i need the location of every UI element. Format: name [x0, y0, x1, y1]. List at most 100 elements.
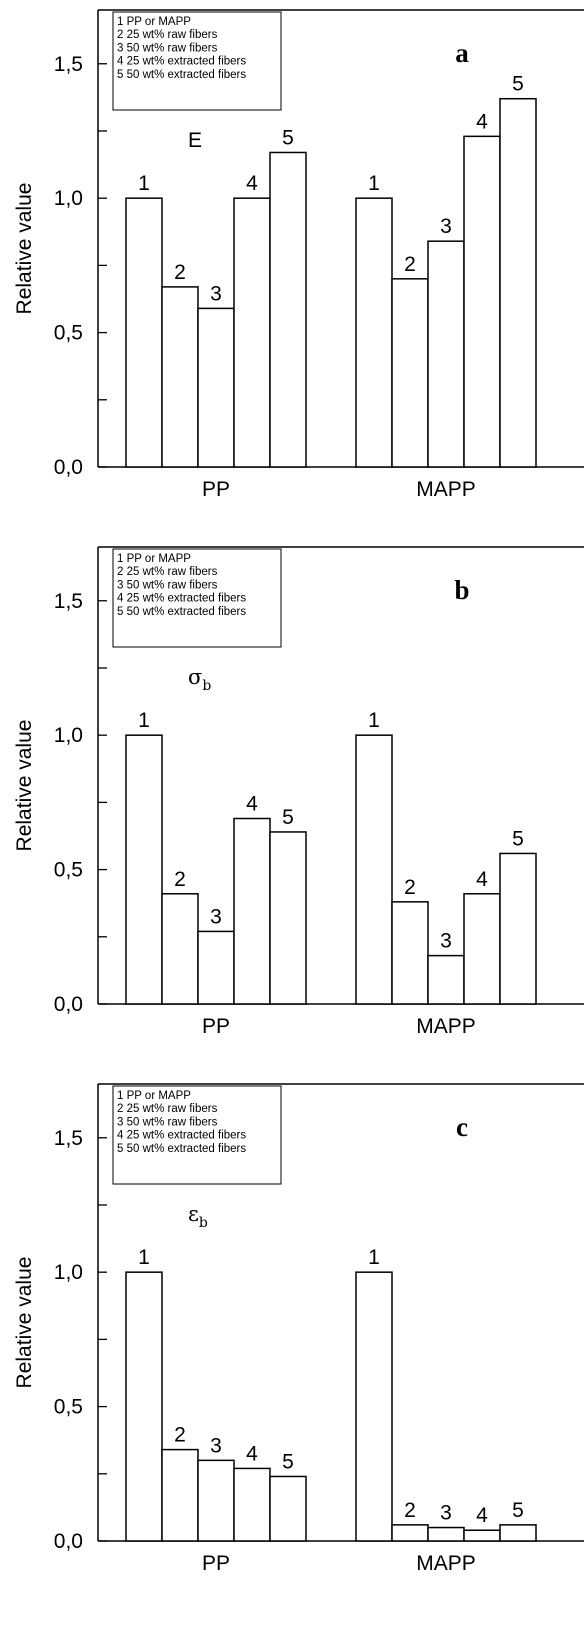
- bar: [463, 135, 501, 468]
- bar-label: 4: [246, 172, 258, 195]
- bar: [269, 1475, 307, 1542]
- bar: [463, 1529, 501, 1542]
- legend-entry: 5 50 wt% extracted fibers: [117, 1143, 246, 1155]
- y-tick-label: 1,5: [54, 1127, 83, 1150]
- bar: [125, 197, 163, 468]
- bar-label: 1: [138, 172, 150, 195]
- x-category-label: MAPP: [416, 478, 476, 501]
- bar-label: 3: [210, 282, 222, 305]
- bar: [269, 151, 307, 468]
- bar-label: 2: [404, 253, 416, 276]
- y-tick-label: 0,0: [54, 456, 83, 479]
- legend-entry: 1 PP or MAPP: [117, 553, 191, 565]
- legend-entry: 1 PP or MAPP: [117, 1090, 191, 1102]
- y-tick-label: 0,0: [54, 993, 83, 1016]
- bar-label: 2: [404, 876, 416, 899]
- bar: [161, 1448, 199, 1542]
- chart-panel-a: 0,0 0,5 1,0 1,5 Relative value PP MAPP 1 2 3 4 5 1 2 3…: [13, 9, 584, 501]
- legend-entry: 5 50 wt% extracted fibers: [117, 69, 246, 81]
- bar: [427, 954, 465, 1005]
- property-symbol: εb: [188, 1202, 208, 1231]
- legend-entry: 1 PP or MAPP: [117, 16, 191, 28]
- y-tick-label: 1,0: [54, 1261, 83, 1284]
- bar-label: 5: [512, 827, 524, 850]
- y-tick-label: 1,5: [54, 590, 83, 613]
- bar-label: 4: [246, 1442, 258, 1465]
- legend-entry: 4 25 wt% extracted fibers: [117, 1130, 246, 1142]
- bar-label: 3: [210, 905, 222, 928]
- bar-label: 4: [476, 110, 488, 133]
- y-axis-title: Relative value: [13, 720, 36, 852]
- bar-label: 2: [174, 868, 186, 891]
- bar: [233, 197, 271, 468]
- bar: [355, 1271, 393, 1542]
- bar: [391, 278, 429, 468]
- legend-box: [112, 548, 282, 648]
- y-tick-label: 1,0: [54, 724, 83, 747]
- legend-box: [112, 1085, 282, 1185]
- property-subscript: b: [199, 1215, 208, 1231]
- x-category-label: PP: [202, 1552, 230, 1575]
- bar: [355, 197, 393, 468]
- bar-label: 3: [210, 1434, 222, 1457]
- bar-label: 4: [476, 868, 488, 891]
- y-tick-label: 1,0: [54, 187, 83, 210]
- x-category-label: PP: [202, 478, 230, 501]
- chart-panel-c: 0,0 0,5 1,0 1,5 Relative value PP MAPP 1 2 3 4 5 1 2 3…: [13, 1083, 584, 1575]
- bar: [197, 307, 235, 468]
- y-axis-title: Relative value: [13, 1257, 36, 1389]
- bar: [125, 1271, 163, 1542]
- legend-entry: 2 25 wt% raw fibers: [117, 1103, 218, 1115]
- bar-label: 4: [476, 1504, 488, 1527]
- y-tick-label: 0,5: [54, 1396, 83, 1419]
- bar-label: 1: [138, 709, 150, 732]
- bar: [499, 852, 537, 1005]
- x-category-label: MAPP: [416, 1015, 476, 1038]
- panel-letter: b: [454, 575, 469, 605]
- x-category-label: PP: [202, 1015, 230, 1038]
- y-axis-title: Relative value: [13, 183, 36, 315]
- y-tick-label: 0,5: [54, 859, 83, 882]
- bar: [463, 893, 501, 1005]
- x-category-label: MAPP: [416, 1552, 476, 1575]
- panel-letter: c: [456, 1112, 468, 1142]
- bar: [233, 817, 271, 1005]
- property-symbol: E: [188, 129, 202, 152]
- legend-entry: 3 50 wt% raw fibers: [117, 42, 218, 54]
- bar-label: 1: [368, 172, 380, 195]
- bar-label: 2: [174, 261, 186, 284]
- bar-label: 5: [282, 126, 294, 149]
- bar: [391, 1524, 429, 1542]
- legend-box: [112, 11, 282, 111]
- bar-label: 1: [138, 1246, 150, 1269]
- legend-entry: 2 25 wt% raw fibers: [117, 566, 218, 578]
- bar: [197, 930, 235, 1005]
- bar-label: 1: [368, 709, 380, 732]
- property-symbol: σb: [188, 665, 211, 694]
- chart-panel-b: 0,0 0,5 1,0 1,5 Relative value PP MAPP 1 2 3 4 5 1 2 3…: [13, 546, 584, 1038]
- bar-label: 1: [368, 1246, 380, 1269]
- bar-label: 5: [282, 1450, 294, 1473]
- bar-label: 3: [440, 215, 452, 238]
- bar-label: 2: [174, 1424, 186, 1447]
- legend-entry: 3 50 wt% raw fibers: [117, 1116, 218, 1128]
- bar: [161, 286, 199, 468]
- property-subscript: b: [202, 678, 211, 694]
- legend-entry: 2 25 wt% raw fibers: [117, 29, 218, 41]
- bar: [161, 893, 199, 1005]
- bar: [427, 240, 465, 468]
- bar-label: 3: [440, 1502, 452, 1525]
- bar: [355, 734, 393, 1005]
- bar-label: 3: [440, 930, 452, 953]
- bar: [499, 1524, 537, 1542]
- bar: [125, 734, 163, 1005]
- bar: [269, 831, 307, 1005]
- bar: [499, 97, 537, 468]
- legend-entry: 5 50 wt% extracted fibers: [117, 606, 246, 618]
- y-tick-label: 1,5: [54, 53, 83, 76]
- bar-label: 2: [404, 1499, 416, 1522]
- bar: [427, 1526, 465, 1542]
- legend-entry: 4 25 wt% extracted fibers: [117, 56, 246, 68]
- panel-letter: a: [455, 38, 469, 68]
- bar-label: 4: [246, 793, 258, 816]
